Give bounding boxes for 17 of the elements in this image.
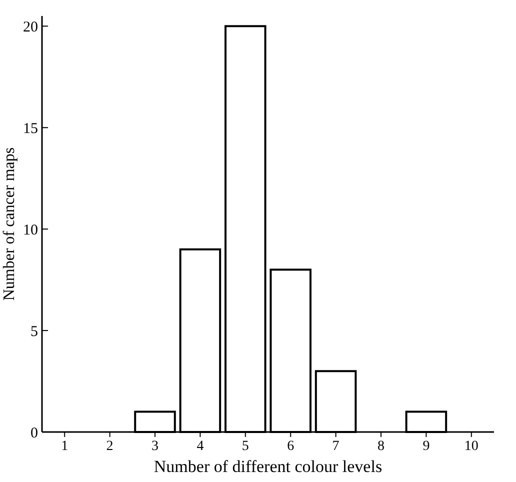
y-tick-label: 10 <box>23 222 38 238</box>
x-axis-title: Number of different colour levels <box>154 457 382 476</box>
x-tick-label: 8 <box>378 439 384 454</box>
y-tick-label: 15 <box>23 120 38 137</box>
x-tick-label: 3 <box>152 439 158 454</box>
x-tick-label: 5 <box>242 439 249 454</box>
x-tick-label: 2 <box>106 439 114 454</box>
x-tick-label: 1 <box>61 439 68 454</box>
x-tick-label: 9 <box>422 439 430 454</box>
y-axis-title: Number of cancer maps <box>1 147 18 301</box>
x-tick-label: 6 <box>287 439 294 454</box>
x-tick-label: 4 <box>196 439 204 454</box>
y-tick-label: 0 <box>30 425 38 442</box>
x-tick-label: 10 <box>464 439 478 454</box>
y-tick-label: 5 <box>30 324 38 340</box>
y-tick-label: 20 <box>23 19 38 36</box>
x-tick-label: 7 <box>332 439 340 454</box>
